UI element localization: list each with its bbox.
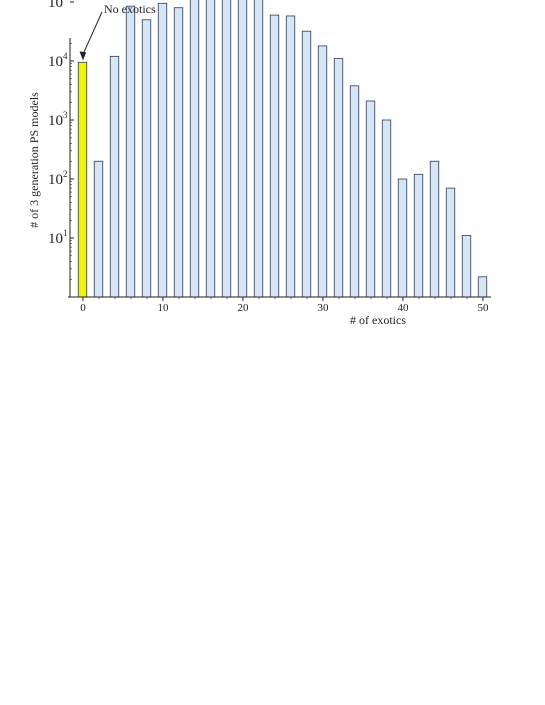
bar-x-42 bbox=[413, 173, 424, 298]
y-tick-label-10000: 104 bbox=[48, 51, 68, 70]
bar-x-28 bbox=[301, 30, 312, 298]
bar-x-12 bbox=[173, 7, 184, 298]
bar-x-4 bbox=[109, 55, 120, 298]
bar-x-34 bbox=[349, 85, 360, 298]
bar-x-18 bbox=[221, 0, 232, 298]
y-tick-label-100000: 105 bbox=[48, 0, 68, 11]
annotation-no-exotics: No exotics bbox=[104, 2, 156, 16]
bar-x-10 bbox=[157, 2, 168, 298]
x-tick-label-30: 30 bbox=[318, 302, 330, 314]
annotation-arrowhead bbox=[79, 51, 87, 61]
bar-x-38 bbox=[381, 119, 392, 298]
bar-chart: 0 10 20 30 40 50 101 102 103 104 105 # of exotics… bbox=[27, 0, 491, 327]
x-tick-label-40: 40 bbox=[398, 302, 410, 314]
y-tick-label-100: 102 bbox=[48, 169, 68, 188]
bar-x-44 bbox=[429, 160, 440, 298]
y-ticks-group: 101 102 103 104 105 bbox=[48, 0, 74, 280]
x-tick-label-0: 0 bbox=[80, 302, 86, 314]
bars-group bbox=[77, 0, 488, 298]
bar-x-24 bbox=[269, 14, 280, 298]
bar-x-8 bbox=[141, 19, 152, 298]
annotation-group: No exotics bbox=[79, 2, 156, 61]
y-tick-label-1000: 103 bbox=[48, 110, 68, 129]
bar-x-2 bbox=[93, 160, 104, 298]
bar-x-48 bbox=[461, 235, 472, 298]
bar-x-22 bbox=[253, 0, 264, 298]
bar-x-30 bbox=[317, 45, 328, 298]
bar-x-46 bbox=[445, 187, 456, 298]
x-tick-label-20: 20 bbox=[238, 302, 250, 314]
bar-x-40 bbox=[397, 178, 408, 298]
bar-x-16 bbox=[205, 0, 216, 298]
x-ticks-group: 0 10 20 30 40 50 bbox=[80, 297, 489, 314]
y-tick-label-10: 101 bbox=[48, 228, 68, 247]
axes-group bbox=[68, 38, 491, 298]
bar-x-26 bbox=[285, 15, 296, 298]
x-axis-title: # of exotics bbox=[350, 313, 406, 327]
bar-x-14 bbox=[189, 0, 200, 298]
y-axis-title: # of 3 generation PS models bbox=[27, 92, 41, 228]
bar-x-20 bbox=[237, 0, 248, 298]
bar-x-6 bbox=[125, 5, 136, 298]
bar-x-36 bbox=[365, 100, 376, 298]
bar-x-32 bbox=[333, 58, 344, 298]
x-tick-label-10: 10 bbox=[158, 302, 170, 314]
x-tick-label-50: 50 bbox=[478, 302, 490, 314]
annotation-arrow bbox=[82, 11, 103, 55]
bar-highlight-x-0 bbox=[77, 61, 88, 298]
bar-x-50 bbox=[477, 276, 488, 298]
